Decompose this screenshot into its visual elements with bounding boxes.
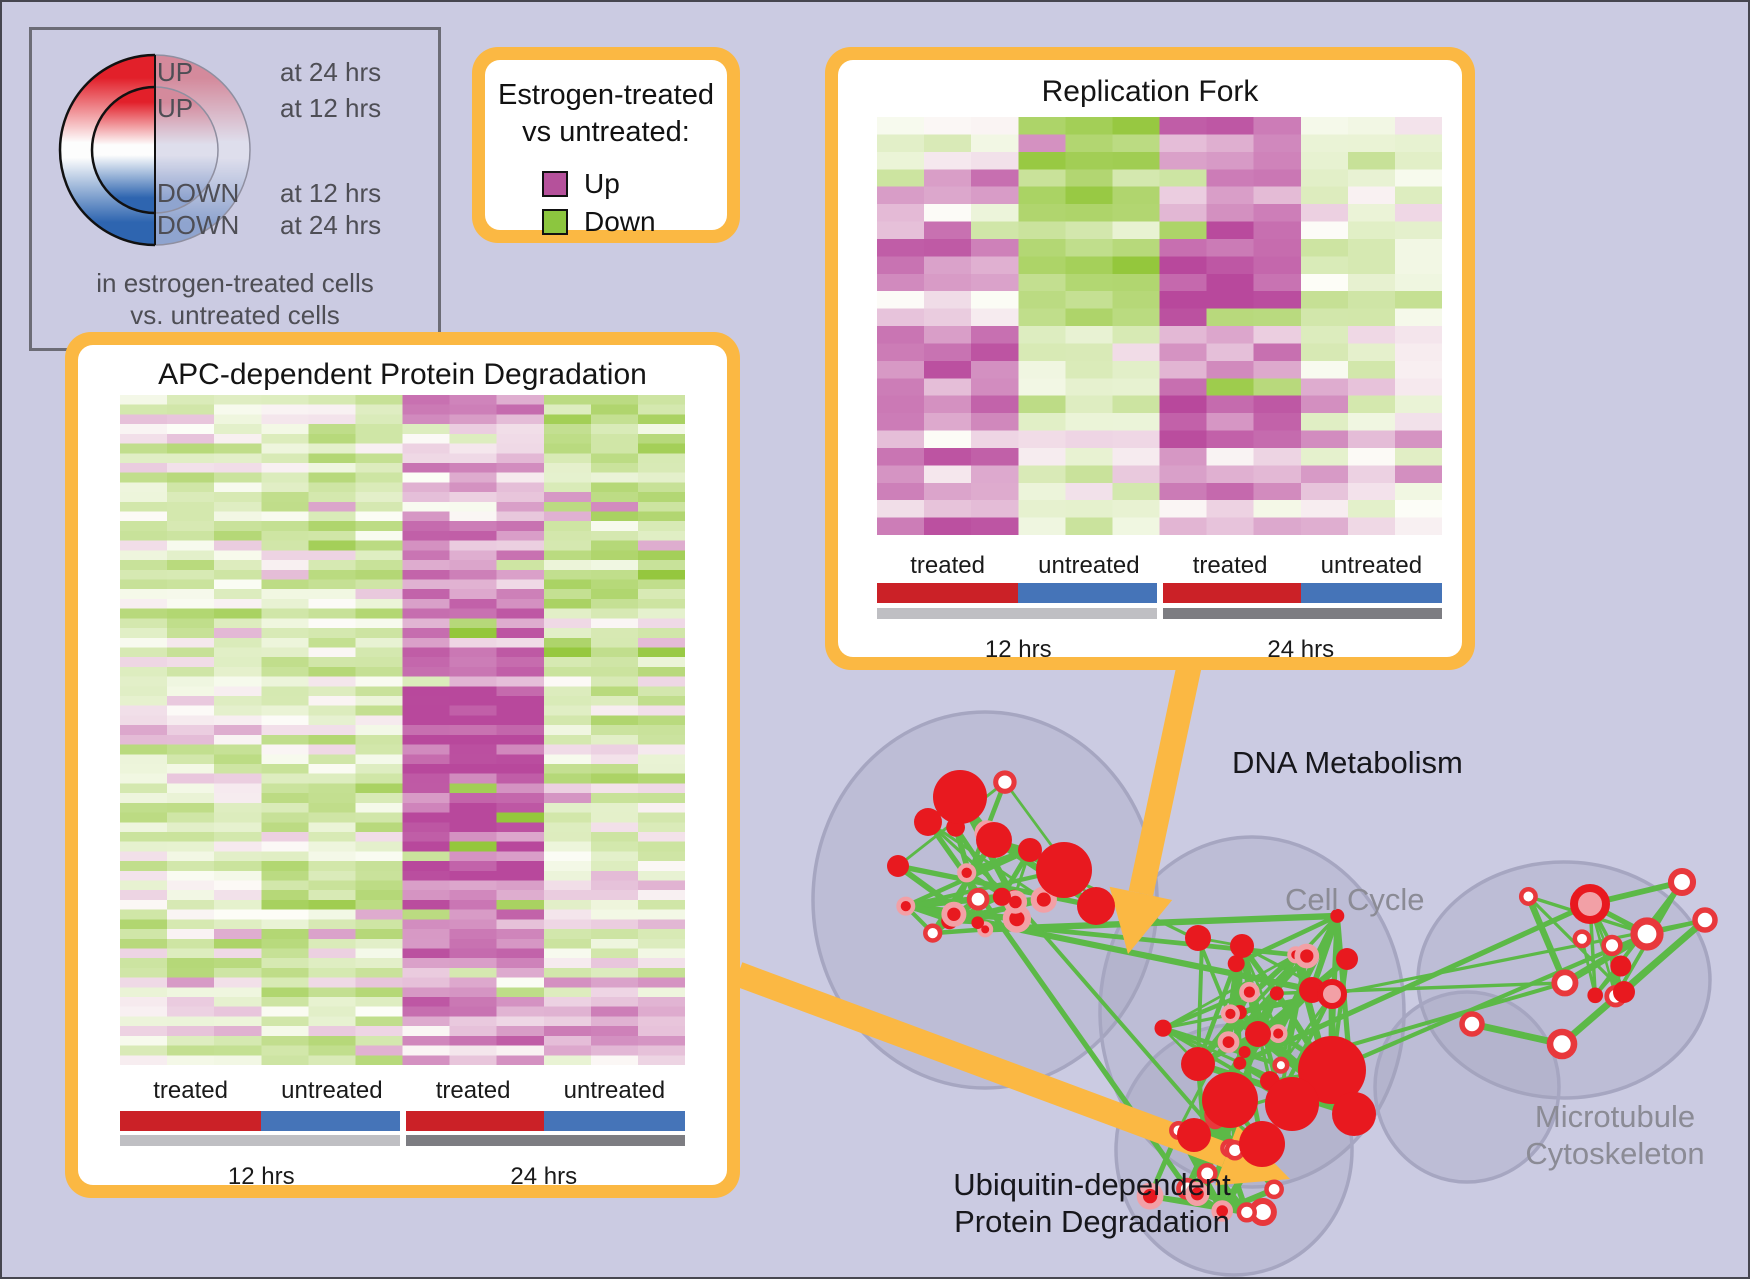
- untreated-bar: [1300, 583, 1442, 603]
- untreated-bar: [543, 1111, 685, 1131]
- time-bar-24: [1162, 608, 1442, 619]
- treated-bar: [1162, 583, 1301, 603]
- col-group-label: untreated: [1320, 552, 1423, 579]
- legend-time-12: at 12 hrs: [280, 93, 382, 123]
- cell-cycle-label: Cell Cycle: [1285, 882, 1425, 917]
- microtubule-cytoskeleton-label: Microtubule Cytoskeleton: [1500, 1098, 1730, 1172]
- color-key-items: Up Down: [542, 165, 656, 241]
- legend-down-12-time: at 12 hrs: [280, 178, 382, 208]
- network-nodes: [887, 770, 1718, 1226]
- legend-down-12: DOWN: [157, 178, 240, 208]
- color-key-item: Up: [542, 165, 656, 203]
- time-label: 24 hrs: [510, 1163, 578, 1190]
- legend-caption-1: in estrogen-treated cells: [96, 268, 374, 298]
- ubiquitin-label-line2: Protein Degradation: [954, 1204, 1230, 1239]
- time-bar-12: [877, 608, 1157, 619]
- color-key-item: Down: [542, 203, 656, 241]
- up-swatch: [542, 171, 568, 197]
- time-bar-12: [120, 1135, 400, 1146]
- color-key-title: Estrogen-treated vs untreated:: [472, 77, 740, 151]
- heatmap-grid: [120, 395, 685, 1065]
- panel-title: APC-dependent Protein Degradation: [158, 358, 647, 391]
- col-group-label: untreated: [1038, 552, 1140, 579]
- treated-bar: [877, 583, 1019, 603]
- color-key-title-line1: Estrogen-treated: [497, 79, 714, 111]
- color-key-item-label: Up: [584, 168, 620, 199]
- time-label: 24 hrs: [1267, 636, 1335, 663]
- legend-caption-2: vs. untreated cells: [130, 300, 340, 330]
- legend-up-12: UP: [157, 93, 194, 123]
- untreated-bar: [1018, 583, 1157, 603]
- untreated-bar: [261, 1111, 400, 1131]
- heatmap-annotations: treated untreated treated untreated 12 hrs 24…: [825, 47, 1475, 670]
- dna-metabolism-label: DNA Metabolism: [1232, 745, 1463, 780]
- microtubule-label-line2: Cytoskeleton: [1525, 1136, 1705, 1171]
- gradient-legend-box: UP at 24 hrs UP at 12 hrs DOWN at 12 hrs…: [29, 27, 441, 351]
- col-group-label: treated: [910, 552, 985, 579]
- legend-down-24-time: at 24 hrs: [280, 210, 382, 240]
- col-group-label: treated: [1192, 552, 1268, 579]
- heatmap-annotations: treated untreated treated untreated 12 hrs 24…: [65, 332, 740, 1198]
- apc-degradation-panel: APC-dependent Protein Degradation treate…: [65, 332, 740, 1198]
- treated-bar: [120, 1111, 262, 1131]
- time-bar-24: [405, 1135, 685, 1146]
- color-key-panel: Estrogen-treated vs untreated: Up Down: [472, 47, 740, 243]
- panel-title: Replication Fork: [1041, 75, 1259, 108]
- ubiquitin-label-line1: Ubiquitin-dependent: [953, 1167, 1231, 1202]
- time-label: 12 hrs: [227, 1163, 295, 1190]
- down-swatch: [542, 209, 568, 235]
- time-label: 12 hrs: [984, 636, 1052, 663]
- ubiquitin-degradation-label: Ubiquitin-dependent Protein Degradation: [937, 1166, 1247, 1240]
- legend-down-24: DOWN: [157, 210, 240, 240]
- panel-background: [485, 60, 727, 230]
- microtubule-label-line1: Microtubule: [1534, 1099, 1696, 1134]
- col-group-label: treated: [153, 1077, 228, 1104]
- heatmap-grid: [877, 117, 1442, 535]
- col-group-label: untreated: [281, 1077, 383, 1104]
- color-key-item-label: Down: [584, 206, 656, 237]
- treated-bar: [405, 1111, 544, 1131]
- color-key-title-line2: vs untreated:: [522, 116, 690, 148]
- legend-time-24: at 24 hrs: [280, 57, 382, 87]
- legend-up-24: UP: [157, 57, 194, 87]
- concentric-gradient-icon: [58, 53, 251, 247]
- replication-fork-panel: Replication Fork treated untreated treated…: [825, 47, 1475, 670]
- col-group-label: untreated: [563, 1077, 666, 1104]
- col-group-label: treated: [435, 1077, 511, 1104]
